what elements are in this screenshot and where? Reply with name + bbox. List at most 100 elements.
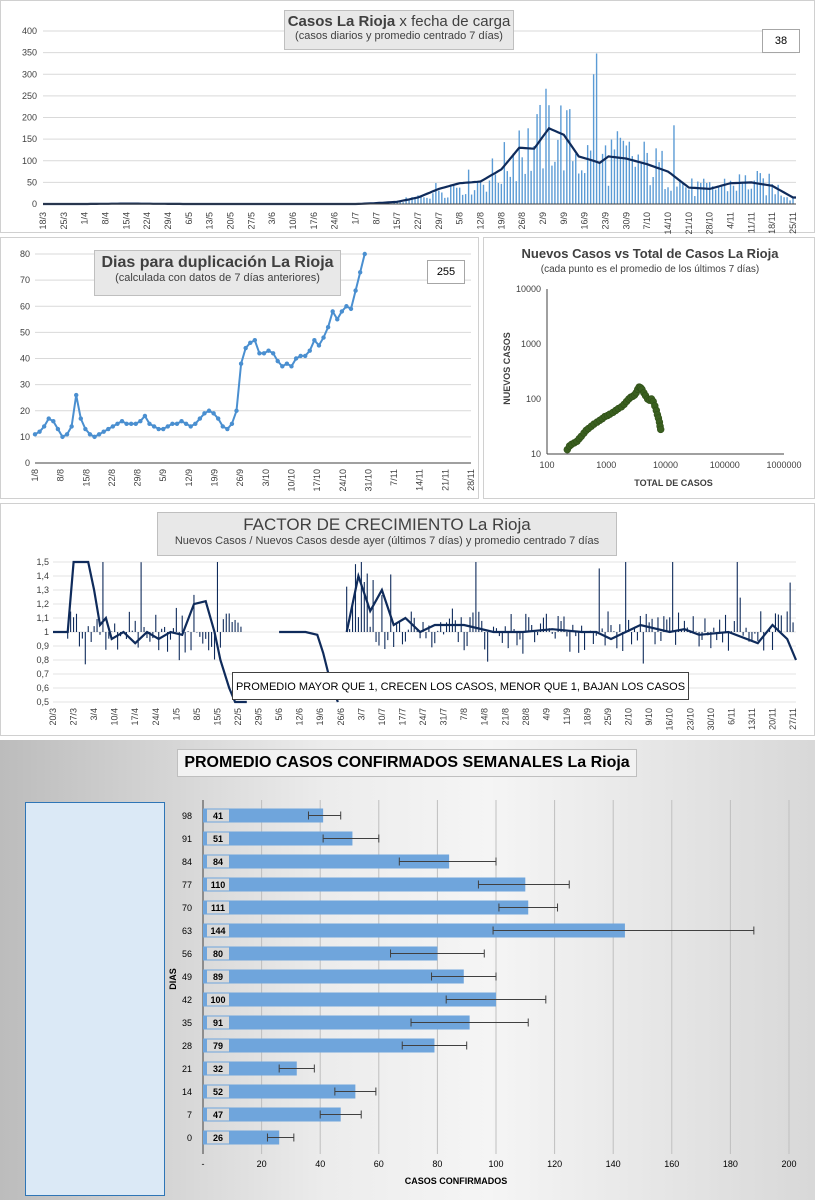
x-tick-label: 5/8 xyxy=(455,212,465,225)
x-tick-label: 17/4 xyxy=(130,708,140,726)
data-label: 32 xyxy=(213,1064,223,1074)
data-point xyxy=(170,421,175,427)
data-point xyxy=(133,421,138,427)
data-point xyxy=(266,348,271,353)
x-tick-label: - xyxy=(202,1159,205,1169)
x-tick-label: 29/8 xyxy=(133,469,143,487)
data-point xyxy=(165,424,171,429)
x-tick-label: 14/10 xyxy=(663,212,673,235)
y-tick-label: 0,9 xyxy=(36,641,49,651)
data-point xyxy=(60,434,65,440)
x-tick-label: 40 xyxy=(315,1159,325,1169)
y-axis-label: NUEVOS CASOS xyxy=(502,332,512,405)
data-label-bg xyxy=(207,901,229,914)
x-tick-label: 10/10 xyxy=(286,469,296,492)
bar-promedio xyxy=(203,1015,470,1030)
x-tick-label: 25/3 xyxy=(59,212,69,230)
data-label: 51 xyxy=(213,834,223,844)
y-tick-label: 0 xyxy=(25,458,30,468)
y-tick-label: 50 xyxy=(20,327,30,337)
y-tick-label: 1,3 xyxy=(36,585,49,595)
y-tick-label: 400 xyxy=(22,26,37,36)
x-tick-label: 60 xyxy=(374,1159,384,1169)
data-label-bg xyxy=(207,947,229,960)
panel2-title: Dias para duplicación La Rioja xyxy=(101,254,334,271)
x-tick-label: 28/11 xyxy=(466,469,476,491)
x-tick-label: 22/5 xyxy=(233,708,243,726)
bar-promedio xyxy=(203,1084,356,1099)
x-tick-label: 5/9 xyxy=(158,469,168,482)
panel1-badge: 38 xyxy=(762,29,800,53)
panel-factor-crecimiento: 0,5 0,6 0,7 0,8 0,9 1 1,1 1,2 1,3 1,4 1,5 20/3 27/3 3… xyxy=(0,503,815,736)
data-point xyxy=(106,426,111,432)
dias-label: 14 xyxy=(182,1087,192,1097)
data-point xyxy=(69,424,74,429)
data-point xyxy=(156,426,161,432)
data-point xyxy=(32,432,38,437)
x-tick-label: 20/3 xyxy=(48,708,58,726)
y-tick-label: 0,6 xyxy=(36,683,49,693)
data-point xyxy=(64,432,70,437)
x-tick-label: 3/4 xyxy=(89,708,99,721)
dias-label: 35 xyxy=(182,1018,192,1028)
x-tick-label: 20 xyxy=(257,1159,267,1169)
y-tick-label: 70 xyxy=(20,275,30,285)
y-tick-label: 1,2 xyxy=(36,599,49,609)
y-tick-label: 1 xyxy=(44,627,49,637)
panel-promedio-semanal: -20 40 60 80 100 120 140 160 180 200 CASOS CONFIRM… xyxy=(0,740,815,1200)
x-tick-label: 20/11 xyxy=(768,708,778,730)
x-tick-label: 13/5 xyxy=(205,212,215,230)
data-point xyxy=(353,288,358,293)
panel4-title-main: FACTOR DE CRECIMIENTO xyxy=(243,515,464,534)
data-label-bg xyxy=(207,924,229,937)
x-tick-label: 24/6 xyxy=(330,212,340,230)
data-label: 91 xyxy=(213,1018,223,1028)
bar-promedio xyxy=(203,1107,341,1122)
series-line-promedio-0 xyxy=(53,560,247,704)
data-point xyxy=(325,324,331,330)
bar-promedio xyxy=(203,1038,435,1053)
x-tick-label: 10/4 xyxy=(110,708,120,726)
x-tick-label: 22/8 xyxy=(107,469,117,487)
dias-label: 63 xyxy=(182,926,192,936)
x-tick-label: 24/4 xyxy=(151,708,161,726)
data-label-bg xyxy=(207,1085,229,1098)
y-tick-label: 1,1 xyxy=(36,613,49,623)
data-point xyxy=(248,340,253,346)
x-tick-label: 30/9 xyxy=(621,212,631,230)
x-tick-label: 23/9 xyxy=(601,212,611,230)
x-tick-label: 16/9 xyxy=(580,212,590,230)
y-tick-label: 1000 xyxy=(521,339,541,349)
data-label: 52 xyxy=(213,1087,223,1097)
data-point xyxy=(37,429,42,434)
x-tick-label: 1000000 xyxy=(766,460,801,470)
data-point xyxy=(229,421,235,427)
x-tick-label: 18/9 xyxy=(582,708,592,726)
x-tick-label: 4/11 xyxy=(726,212,736,229)
x-tick-label: 24/7 xyxy=(418,708,428,726)
y-tick-label: 0,7 xyxy=(36,669,49,679)
data-point xyxy=(303,353,308,359)
data-point xyxy=(357,270,363,275)
x-tick-label: 30/10 xyxy=(706,708,716,731)
x-tick-label: 29/7 xyxy=(434,212,444,230)
data-label-bg xyxy=(207,1016,229,1029)
y-tick-label: 350 xyxy=(22,48,37,58)
x-tick-label: 100 xyxy=(488,1159,503,1169)
x-tick-label: 11/11 xyxy=(746,212,756,233)
data-point xyxy=(193,421,198,427)
data-point xyxy=(252,338,258,343)
x-tick-label: 10/6 xyxy=(288,212,298,230)
data-point xyxy=(128,421,134,427)
y-tick-label: 100 xyxy=(526,394,541,404)
data-point xyxy=(293,356,299,361)
dias-label: 42 xyxy=(182,995,192,1005)
data-label-bg xyxy=(207,993,229,1006)
x-tick-label: 10000 xyxy=(653,460,678,470)
x-tick-label: 25/11 xyxy=(788,212,798,234)
x-tick-label: 1/7 xyxy=(351,212,361,225)
x-tick-label: 6/11 xyxy=(726,708,736,725)
panel2-badge: 255 xyxy=(427,260,465,284)
data-point xyxy=(330,309,335,314)
